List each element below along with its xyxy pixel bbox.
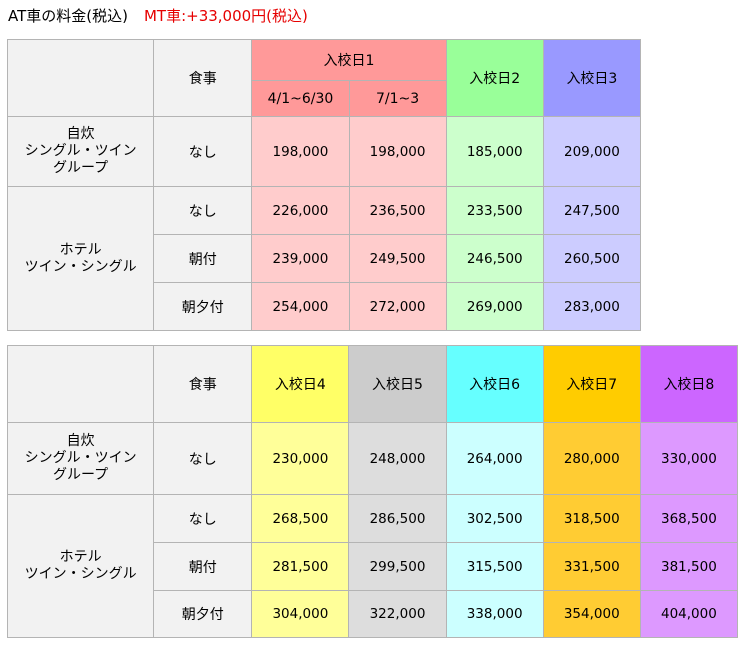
price-cell: 230,000: [251, 422, 350, 495]
meal-none: なし: [153, 116, 253, 187]
price-cell: 268,500: [251, 494, 350, 543]
price-table-2: 食事 入校日4 入校日5 入校日6 入校日7 入校日8 自炊 シングル・ツイン …: [6, 345, 739, 638]
price-cell: 381,500: [639, 542, 739, 591]
self-cook-label: 自炊 シングル・ツイン グループ: [6, 116, 155, 187]
price-cell: 281,500: [251, 542, 350, 591]
meal-none: なし: [153, 186, 253, 235]
hotel-label: ホテル ツイン・シングル: [6, 186, 155, 331]
price-table-1: 食事 入校日1 入校日2 入校日3 4/1~6/30 7/1~3 自炊 シングル…: [6, 39, 642, 331]
price-cell: 315,500: [445, 542, 544, 591]
price-cell: 318,500: [542, 494, 641, 543]
price-cell: 248,000: [348, 422, 447, 495]
self-cook-line-3: グループ: [53, 160, 109, 176]
price-cell: 209,000: [542, 116, 642, 187]
hotel-label: ホテル ツイン・シングル: [6, 494, 155, 638]
price-cell: 269,000: [445, 282, 544, 331]
date2-header: 入校日2: [445, 39, 544, 117]
price-cell: 198,000: [348, 116, 447, 187]
price-cell: 299,500: [348, 542, 447, 591]
self-cook-line-1: 自炊: [66, 433, 95, 449]
price-cell: 246,500: [445, 234, 544, 283]
meal-breakfast-dinner: 朝夕付: [153, 282, 253, 331]
price-cell: 226,000: [251, 186, 350, 235]
date8-header: 入校日8: [639, 345, 739, 423]
self-cook-line-3: グループ: [53, 467, 109, 483]
price-cell: 272,000: [348, 282, 447, 331]
date1-header: 入校日1: [251, 39, 447, 81]
price-cell: 280,000: [542, 422, 641, 495]
mt-surcharge-note: MT車:+33,000円(税込): [143, 7, 308, 25]
price-cell: 247,500: [542, 186, 642, 235]
meal-breakfast: 朝付: [153, 542, 253, 591]
date1-period-a: 4/1~6/30: [251, 80, 350, 117]
price-cell: 185,000: [445, 116, 544, 187]
price-cell: 331,500: [542, 542, 641, 591]
price-cell: 254,000: [251, 282, 350, 331]
date1-period-b: 7/1~3: [348, 80, 447, 117]
meal-header: 食事: [153, 345, 253, 423]
date5-header: 入校日5: [348, 345, 447, 423]
corner-cell: [6, 345, 155, 423]
price-cell: 233,500: [445, 186, 544, 235]
price-cell: 330,000: [639, 422, 739, 495]
price-cell: 264,000: [445, 422, 544, 495]
price-cell: 236,500: [348, 186, 447, 235]
meal-breakfast: 朝付: [153, 234, 253, 283]
price-cell: 249,500: [348, 234, 447, 283]
price-cell: 322,000: [348, 590, 447, 638]
price-cell: 368,500: [639, 494, 739, 543]
self-cook-label: 自炊 シングル・ツイン グループ: [6, 422, 155, 495]
meal-breakfast-dinner: 朝夕付: [153, 590, 253, 638]
meal-none: なし: [153, 494, 253, 543]
price-cell: 354,000: [542, 590, 641, 638]
meal-none: なし: [153, 422, 253, 495]
price-cell: 286,500: [348, 494, 447, 543]
price-cell: 198,000: [251, 116, 350, 187]
self-cook-line-2: シングル・ツイン: [24, 450, 137, 466]
meal-header: 食事: [153, 39, 253, 117]
hotel-line-1: ホテル: [59, 241, 102, 258]
corner-cell: [6, 39, 155, 117]
self-cook-line-2: シングル・ツイン: [24, 143, 137, 159]
hotel-line-1: ホテル: [59, 549, 102, 565]
price-cell: 239,000: [251, 234, 350, 283]
at-price-title: AT車の料金(税込): [8, 7, 128, 25]
date7-header: 入校日7: [542, 345, 641, 423]
price-heading: AT車の料金(税込) MT車:+33,000円(税込): [8, 6, 308, 26]
date4-header: 入校日4: [251, 345, 350, 423]
price-cell: 260,500: [542, 234, 642, 283]
date6-header: 入校日6: [445, 345, 544, 423]
hotel-line-2: ツイン・シングル: [24, 258, 137, 275]
date3-header: 入校日3: [542, 39, 642, 117]
self-cook-line-1: 自炊: [66, 126, 95, 142]
hotel-line-2: ツイン・シングル: [24, 566, 137, 582]
price-cell: 404,000: [639, 590, 739, 638]
price-cell: 302,500: [445, 494, 544, 543]
price-cell: 338,000: [445, 590, 544, 638]
price-cell: 283,000: [542, 282, 642, 331]
price-cell: 304,000: [251, 590, 350, 638]
